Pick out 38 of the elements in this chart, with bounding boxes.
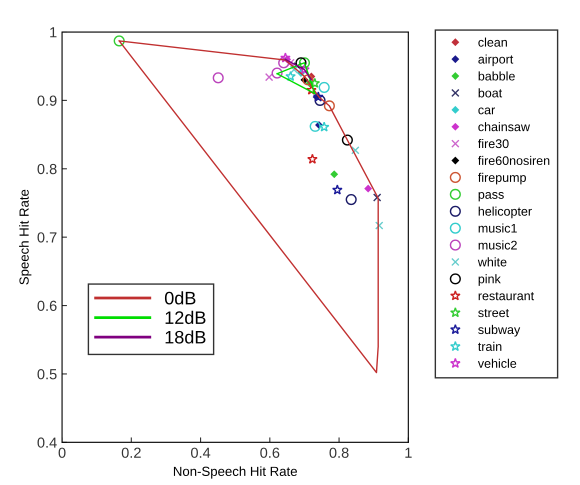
legend-label: pass bbox=[478, 192, 504, 202]
legend-label: train bbox=[478, 342, 502, 351]
y-tick-label: 0.8 bbox=[38, 164, 57, 174]
legend-label: fire30 bbox=[478, 138, 509, 148]
legend-label: street bbox=[478, 308, 510, 318]
legend-label: airport bbox=[478, 54, 514, 66]
legend-label: chainsaw bbox=[478, 122, 530, 132]
legend-label: helicopter bbox=[478, 206, 532, 218]
x-tick-label: 0 bbox=[58, 448, 66, 458]
y-tick-label: 0.6 bbox=[38, 300, 57, 311]
y-axis-title: Speech Hit Rate bbox=[19, 190, 32, 285]
y-tick-label: 0.9 bbox=[38, 95, 57, 106]
y-tick-label: 1 bbox=[50, 27, 56, 38]
y-tick-label: 0.4 bbox=[38, 437, 57, 448]
x-axis-title: Non-Speech Hit Rate bbox=[174, 466, 297, 479]
x-tick-label: 1 bbox=[405, 448, 412, 458]
legend-label: 18dB bbox=[166, 330, 206, 344]
x-tick-label: 0.6 bbox=[260, 448, 280, 458]
legend-label: clean bbox=[478, 38, 507, 47]
x-tick-label: 0.2 bbox=[122, 448, 141, 458]
legend-label: 0dB bbox=[164, 291, 196, 305]
x-tick-label: 0.4 bbox=[191, 448, 210, 458]
legend-label: pink bbox=[478, 274, 501, 286]
legend-label: fire60nosiren bbox=[478, 156, 550, 166]
legend-label: white bbox=[478, 257, 506, 266]
y-tick-label: 0.7 bbox=[38, 232, 56, 243]
x-tick-label: 0.8 bbox=[330, 448, 349, 458]
legend-label: firepump bbox=[478, 172, 526, 184]
legend-label: music2 bbox=[478, 240, 517, 250]
legend-label: boat bbox=[478, 88, 502, 98]
legend-label: babble bbox=[478, 71, 515, 81]
legend-label: music1 bbox=[478, 223, 517, 233]
legend-label: subway bbox=[478, 324, 520, 337]
legend-label: restaurant bbox=[478, 292, 534, 300]
legend-label: vehicle bbox=[478, 358, 516, 368]
legend-label: 12dB bbox=[166, 310, 206, 324]
y-tick-label: 0.5 bbox=[38, 369, 57, 380]
legend-label: car bbox=[478, 107, 496, 114]
